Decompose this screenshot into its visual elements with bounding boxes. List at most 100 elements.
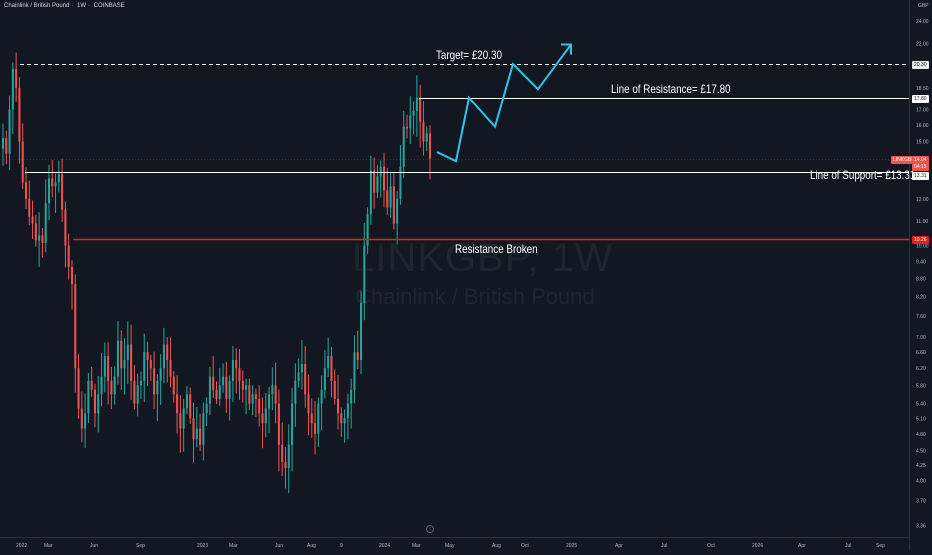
candle-up[interactable] xyxy=(47,178,51,204)
candle-down[interactable] xyxy=(382,166,386,191)
candle-down[interactable] xyxy=(74,284,77,369)
candle-up[interactable] xyxy=(399,166,402,199)
candle-up[interactable] xyxy=(353,352,356,390)
candle-down[interactable] xyxy=(189,394,192,419)
candle-down[interactable] xyxy=(307,394,310,414)
candle-up[interactable] xyxy=(360,302,363,361)
candle-up[interactable] xyxy=(231,360,234,381)
candle-up[interactable] xyxy=(402,126,405,167)
candle-up[interactable] xyxy=(376,176,379,193)
candle-up[interactable] xyxy=(123,360,126,369)
candle-down[interactable] xyxy=(212,376,215,390)
candle-up[interactable] xyxy=(245,385,248,390)
candle-down[interactable] xyxy=(41,235,44,244)
candle-up[interactable] xyxy=(343,418,346,424)
candle-down[interactable] xyxy=(225,376,228,399)
candle-down[interactable] xyxy=(24,182,28,199)
candle-up[interactable] xyxy=(366,214,369,246)
candle-up[interactable] xyxy=(268,394,271,409)
candle-up[interactable] xyxy=(294,380,297,404)
candle-down[interactable] xyxy=(340,413,343,424)
candle-down[interactable] xyxy=(179,413,182,429)
candle-up[interactable] xyxy=(327,356,330,369)
candle-down[interactable] xyxy=(428,133,432,159)
candle-up[interactable] xyxy=(202,413,205,445)
candle-down[interactable] xyxy=(333,380,336,399)
candle-up[interactable] xyxy=(409,115,412,129)
candle-down[interactable] xyxy=(284,462,287,469)
candle-up[interactable] xyxy=(363,245,366,303)
candle-down[interactable] xyxy=(107,356,110,381)
candle-down[interactable] xyxy=(80,408,83,429)
candle-down[interactable] xyxy=(130,344,133,381)
candle-up[interactable] xyxy=(100,376,103,395)
candle-down[interactable] xyxy=(192,418,195,440)
candle-up[interactable] xyxy=(162,344,165,369)
projection-path[interactable] xyxy=(436,43,572,163)
candle-down[interactable] xyxy=(15,69,18,88)
candle-up[interactable] xyxy=(412,111,415,116)
candle-down[interactable] xyxy=(277,403,280,445)
candle-up[interactable] xyxy=(350,389,353,404)
candle-down[interactable] xyxy=(21,141,24,183)
candle-down[interactable] xyxy=(169,360,172,377)
candle-up[interactable] xyxy=(251,394,254,404)
candle-up[interactable] xyxy=(271,385,274,395)
symbol-name[interactable]: Chainlink / British Pound xyxy=(4,3,70,9)
candle-down[interactable] xyxy=(18,87,21,142)
candle-up[interactable] xyxy=(57,174,60,183)
candle-up[interactable] xyxy=(139,380,142,386)
candle-up[interactable] xyxy=(159,368,162,381)
candle-up[interactable] xyxy=(11,69,14,110)
candle-up[interactable] xyxy=(136,385,139,404)
candle-down[interactable] xyxy=(51,178,54,187)
candle-up[interactable] xyxy=(38,235,41,241)
candle-down[interactable] xyxy=(310,413,313,424)
candle-up[interactable] xyxy=(182,408,185,429)
candle-down[interactable] xyxy=(238,368,241,381)
candle-down[interactable] xyxy=(254,394,257,399)
candle-up[interactable] xyxy=(346,403,349,419)
candle-up[interactable] xyxy=(195,428,198,440)
candle-down[interactable] xyxy=(330,356,333,381)
candle-down[interactable] xyxy=(31,216,34,224)
candle-up[interactable] xyxy=(87,380,90,414)
candle-down[interactable] xyxy=(166,344,169,361)
candle-down[interactable] xyxy=(261,413,264,424)
candle-up[interactable] xyxy=(369,170,372,215)
candle-down[interactable] xyxy=(215,389,218,399)
candle-down[interactable] xyxy=(386,190,389,208)
candle-up[interactable] xyxy=(1,138,5,149)
candle-up[interactable] xyxy=(97,394,100,414)
candle-down[interactable] xyxy=(133,380,136,404)
candle-up[interactable] xyxy=(185,394,188,409)
candle-up[interactable] xyxy=(44,203,47,244)
candle-up[interactable] xyxy=(218,385,221,399)
candle-down[interactable] xyxy=(199,428,202,445)
candle-down[interactable] xyxy=(28,198,31,217)
candle-up[interactable] xyxy=(156,380,159,395)
candle-down[interactable] xyxy=(422,121,425,142)
candle-up[interactable] xyxy=(396,198,399,224)
candle-down[interactable] xyxy=(93,389,96,414)
candle-down[interactable] xyxy=(146,352,149,361)
candle-up[interactable] xyxy=(54,182,57,187)
candle-down[interactable] xyxy=(356,352,359,361)
candle-up[interactable] xyxy=(291,403,294,445)
candle-down[interactable] xyxy=(274,385,277,404)
candle-down[interactable] xyxy=(304,364,307,395)
candle-up[interactable] xyxy=(84,413,87,429)
candle-up[interactable] xyxy=(300,364,303,373)
candle-down[interactable] xyxy=(34,223,37,241)
candle-down[interactable] xyxy=(392,186,395,224)
candle-down[interactable] xyxy=(235,360,238,369)
candle-up[interactable] xyxy=(116,340,119,377)
candle-down[interactable] xyxy=(5,138,8,154)
candle-down[interactable] xyxy=(61,174,64,210)
candle-down[interactable] xyxy=(258,398,261,414)
candle-up[interactable] xyxy=(389,186,392,208)
candle-down[interactable] xyxy=(337,398,340,414)
candle-up[interactable] xyxy=(113,376,116,395)
candle-down[interactable] xyxy=(64,209,67,246)
candle-up[interactable] xyxy=(228,380,231,399)
